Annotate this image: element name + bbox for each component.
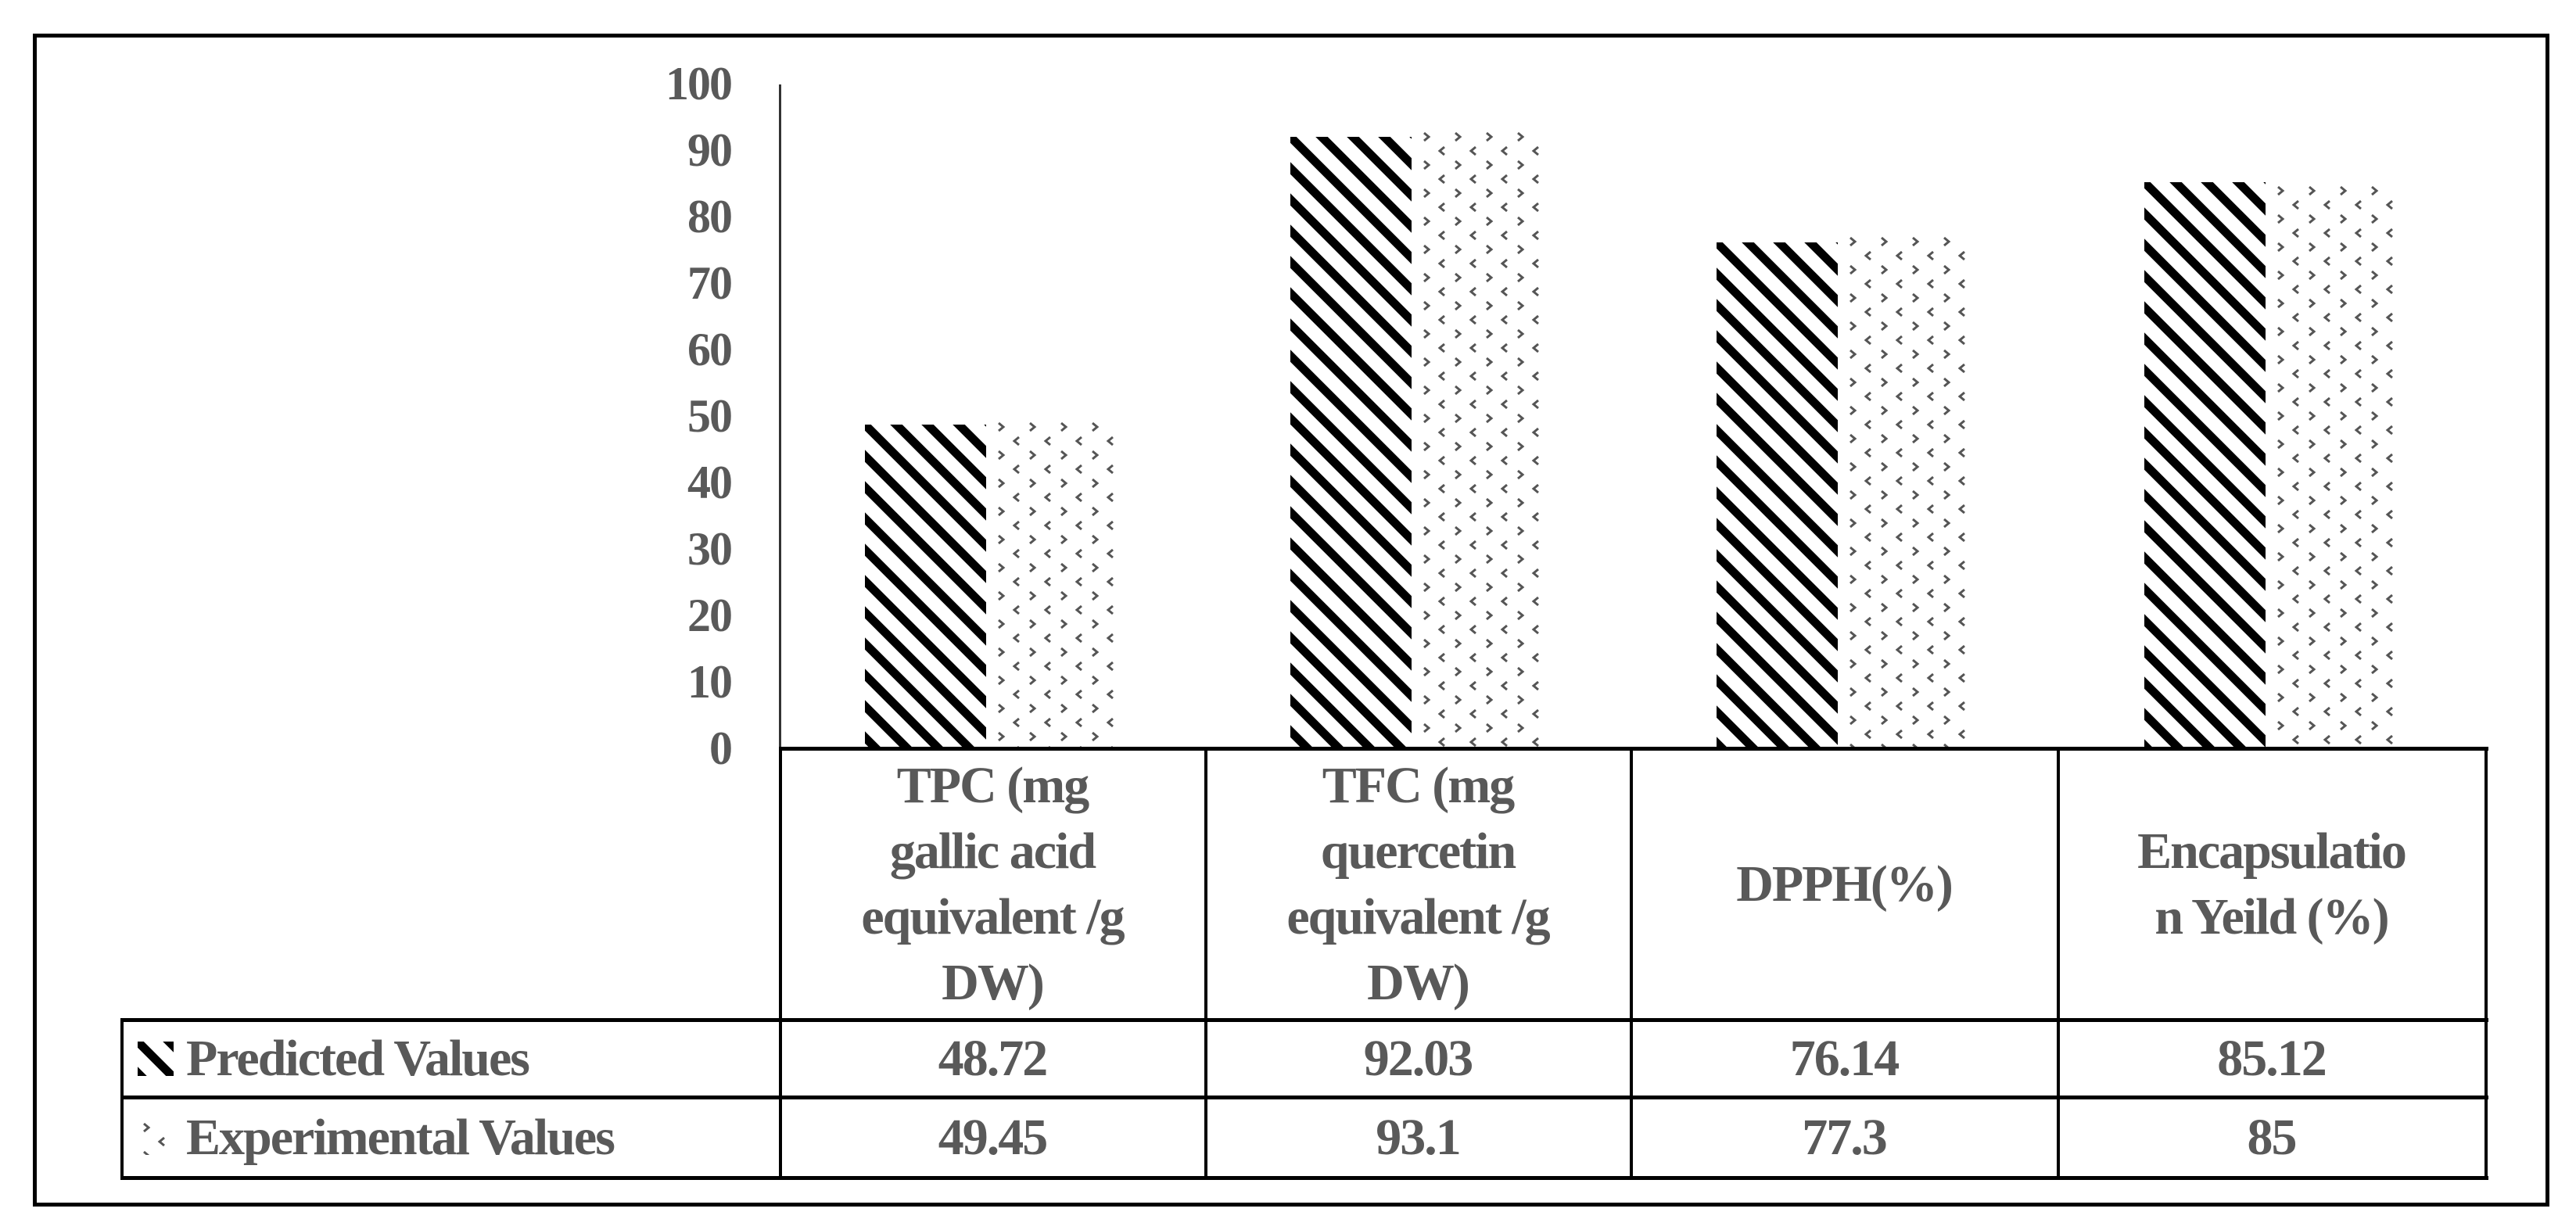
y-tick-label: 70 [687, 257, 733, 309]
y-tick-label: 90 [687, 124, 733, 176]
y-tick-label: 20 [687, 590, 733, 641]
bar-experimental [1418, 129, 1539, 748]
bar-predicted [2144, 182, 2266, 748]
y-tick-label: 60 [687, 324, 733, 375]
y-tick-label: 30 [687, 523, 733, 575]
y-axis-line [779, 84, 781, 749]
y-tick-label: 40 [687, 457, 733, 508]
y-tick-label: 100 [666, 58, 733, 109]
bar-experimental [992, 419, 1114, 748]
bar-experimental [1844, 234, 1965, 748]
y-tick-label: 50 [687, 390, 733, 442]
y-tick-label: 10 [687, 656, 733, 708]
bar-predicted [1717, 242, 1838, 748]
plot-area [780, 84, 2485, 748]
bar-predicted [1290, 136, 1412, 748]
y-tick-label: 0 [709, 723, 733, 774]
bar-predicted [865, 424, 986, 748]
y-axis-tick-labels: 100 90 80 70 60 50 40 30 20 10 0 [575, 0, 733, 782]
y-tick-label: 80 [687, 191, 733, 242]
bar-experimental [2271, 183, 2393, 748]
